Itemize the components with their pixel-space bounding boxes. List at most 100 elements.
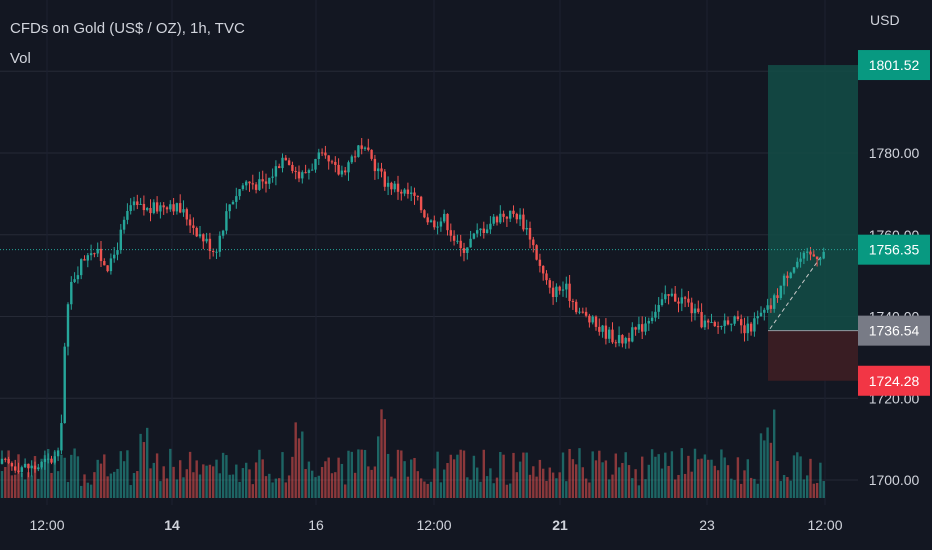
volume-bar <box>363 449 367 498</box>
candle-body <box>159 205 162 212</box>
candle-body <box>525 227 528 230</box>
volume-bar <box>429 481 433 498</box>
volume-bar <box>188 451 192 498</box>
volume-bar <box>551 472 555 498</box>
candle-body <box>647 321 650 324</box>
volume-label[interactable]: Vol <box>10 50 31 67</box>
volume-bar <box>545 480 548 498</box>
candle-body <box>261 179 264 182</box>
volume-bar <box>584 478 588 498</box>
volume-bar <box>129 485 132 498</box>
volume-bar <box>330 473 334 498</box>
volume-bar <box>357 449 360 498</box>
candle-body <box>426 217 429 223</box>
candle-body <box>367 147 370 150</box>
candle-body <box>627 337 631 342</box>
candle-body <box>241 185 245 190</box>
candle-body <box>749 323 753 332</box>
volume-bar <box>30 475 33 498</box>
volume-bar <box>776 460 779 498</box>
x-tick-label: 12:00 <box>807 517 842 533</box>
candle-body <box>452 235 456 241</box>
candle-body <box>23 463 27 468</box>
volume-bar <box>687 455 690 498</box>
candle-body <box>700 311 703 328</box>
candle-body <box>660 299 664 306</box>
candle-body <box>796 261 799 268</box>
candle-body <box>753 318 756 332</box>
volume-bar <box>198 474 202 498</box>
volume-bar <box>373 466 377 498</box>
grid-lines <box>0 0 858 505</box>
volume-bar <box>528 474 532 498</box>
candle-body <box>80 259 83 276</box>
candle-body <box>274 166 278 177</box>
volume-bar <box>720 449 723 498</box>
candle-body <box>621 335 624 344</box>
candle-body <box>169 204 172 210</box>
volume-bar <box>588 482 591 498</box>
chart-title[interactable]: CFDs on Gold (US$ / OZ), 1h, TVC <box>10 20 245 37</box>
candle-body <box>812 254 815 257</box>
candle-body <box>733 316 736 324</box>
volume-bar <box>634 469 637 498</box>
volume-bar <box>175 479 179 498</box>
volume-bar <box>218 473 221 498</box>
x-axis[interactable]: 12:00 14 16 12:00 21 23 12:00 <box>29 517 842 533</box>
candle-body <box>281 157 284 169</box>
candle-body <box>317 152 320 159</box>
candle-body <box>139 203 142 206</box>
volume-bar <box>297 438 301 498</box>
volume-bar <box>4 466 7 498</box>
volume-bar <box>456 454 459 498</box>
volume-bar <box>76 456 80 498</box>
volume-bar <box>248 469 251 498</box>
volume-bar <box>462 450 466 498</box>
candle-body <box>99 248 103 262</box>
candle-body <box>258 179 261 190</box>
candle-body <box>198 234 202 237</box>
volume-bar <box>677 474 680 498</box>
volume-bar <box>380 409 383 498</box>
volume-bar <box>334 472 337 498</box>
position-tool[interactable] <box>768 65 858 381</box>
volume-bar <box>146 427 149 498</box>
volume-bar <box>769 442 773 498</box>
volume-bar <box>307 461 311 498</box>
candle-body <box>624 337 627 344</box>
candle-body <box>604 325 608 339</box>
volume-bar <box>479 481 482 498</box>
candle-body <box>822 251 825 259</box>
candle-body <box>192 225 195 228</box>
volume-bar <box>436 451 439 498</box>
candle-body <box>756 316 759 319</box>
volume-bar <box>93 472 96 498</box>
candle-body <box>509 210 512 219</box>
volume-bar <box>538 459 542 498</box>
candle-body <box>568 283 571 301</box>
volume-bar <box>749 477 753 498</box>
volume-bar <box>535 476 538 498</box>
candle-body <box>532 239 535 246</box>
volume-bar <box>80 485 83 498</box>
volume-bar <box>449 454 452 498</box>
candle-body <box>357 145 360 157</box>
volume-bar <box>641 456 644 498</box>
candle-body <box>185 209 188 220</box>
volume-bar <box>14 474 17 498</box>
volume-bar <box>591 451 594 498</box>
volume-bar <box>195 460 198 498</box>
volume-bar <box>377 436 380 498</box>
candle-body <box>307 170 311 173</box>
currency-label[interactable]: USD <box>870 12 900 28</box>
volume-bar <box>489 468 492 498</box>
candle-body <box>7 458 10 464</box>
candle-body <box>301 172 304 179</box>
volume-bar <box>423 481 426 498</box>
candle-body <box>782 275 786 286</box>
volume-bar <box>443 469 446 498</box>
candle-body <box>311 169 314 171</box>
candle-body <box>439 221 443 227</box>
candlesticks <box>0 138 825 478</box>
